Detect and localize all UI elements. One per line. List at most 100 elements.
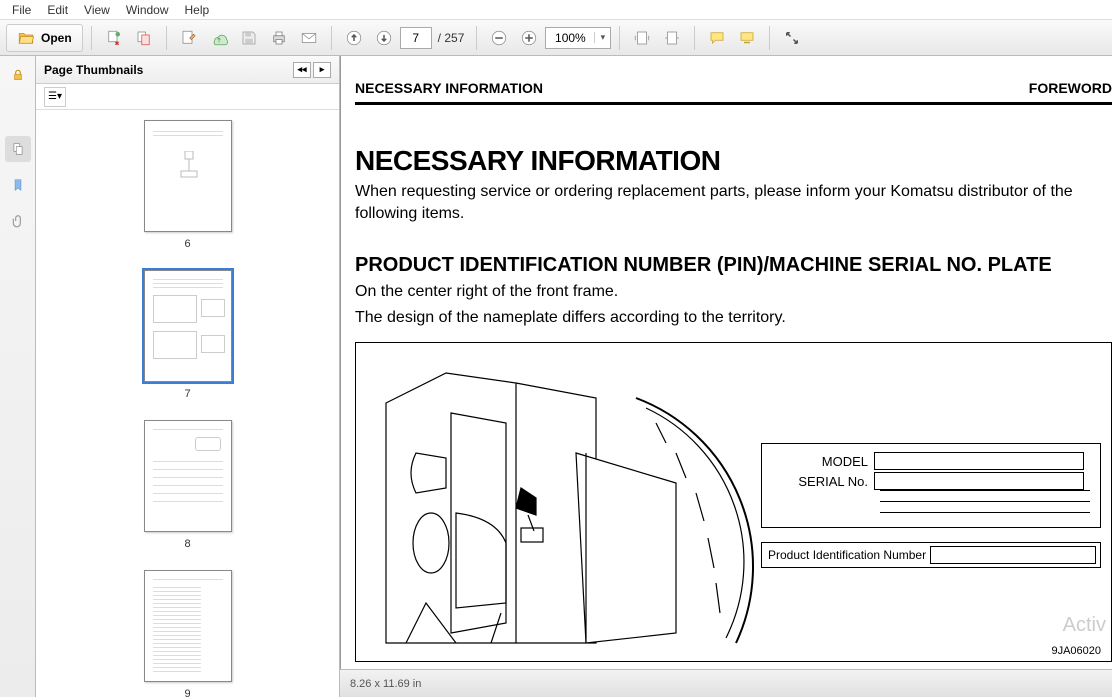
thumb-preview[interactable] [144,420,232,532]
thumb-graphic-icon [175,151,203,181]
share-button[interactable] [205,24,233,52]
sidebar-nav-next[interactable]: ▸ [313,62,331,78]
separator [91,26,92,50]
printer-icon [270,29,288,47]
page-view: NECESSARY INFORMATION FOREWORD NECESSARY… [340,56,1112,669]
attachments-panel-button[interactable] [5,208,31,234]
pages-icon [11,142,25,156]
edit-button[interactable] [175,24,203,52]
thumbnails-list[interactable]: 6 7 8 [36,110,339,697]
fit-page-icon [633,29,651,47]
bookmarks-panel-button[interactable] [5,172,31,198]
separator [769,26,770,50]
highlight-button[interactable] [733,24,761,52]
nameplate-model-field [874,452,1084,470]
main-area: Page Thumbnails ◂◂ ▸ ☰▾ 6 [0,56,1112,697]
open-label: Open [41,31,72,45]
watermark-text: Activ [1063,614,1106,637]
thumb-item[interactable]: 9 [36,570,339,697]
page-p1: On the center right of the front frame. [355,281,1112,303]
thumb-item[interactable]: 7 [36,270,339,400]
menu-file[interactable]: File [4,1,39,19]
fit-page-button[interactable] [628,24,656,52]
toolbar: Open / 257 ▾ [0,20,1112,56]
menu-edit[interactable]: Edit [39,1,76,19]
document-area[interactable]: NECESSARY INFORMATION FOREWORD NECESSARY… [340,56,1112,697]
page-p2: The design of the nameplate differs acco… [355,307,1112,329]
separator [476,26,477,50]
floppy-icon [240,29,258,47]
create-pdf-button[interactable] [100,24,128,52]
highlight-icon [738,29,756,47]
page-intro: When requesting service or ordering repl… [355,181,1112,224]
separator [694,26,695,50]
lock-icon [11,68,25,82]
separator [331,26,332,50]
page-up-button[interactable] [340,24,368,52]
minus-icon [490,29,508,47]
sidebar-nav-prev[interactable]: ◂◂ [293,62,311,78]
zoom-value-input[interactable] [546,31,594,45]
page-header-left: NECESSARY INFORMATION [355,80,543,96]
nameplate-serial-field [874,472,1084,490]
bookmark-icon [11,178,25,192]
separator [166,26,167,50]
page-down-button[interactable] [370,24,398,52]
nameplate-serial-label: SERIAL No. [780,474,874,489]
file-convert-icon [105,29,123,47]
thumb-number: 8 [184,538,190,550]
arrow-up-icon [345,29,363,47]
thumb-preview[interactable] [144,570,232,682]
folder-open-icon [17,29,35,47]
thumb-item[interactable]: 6 [36,120,339,250]
page-total-label: / 257 [434,31,469,45]
page-h1: NECESSARY INFORMATION [355,145,1112,177]
menu-help[interactable]: Help [177,1,218,19]
thumb-preview[interactable] [144,270,232,382]
sidebar-header: Page Thumbnails ◂◂ ▸ [36,56,339,84]
left-rail [0,56,36,697]
status-bar: 8.26 x 11.69 in [340,669,1112,697]
sidebar: Page Thumbnails ◂◂ ▸ ☰▾ 6 [36,56,340,697]
open-button[interactable]: Open [6,24,83,52]
machine-drawing-icon [356,343,756,663]
combine-button[interactable] [130,24,158,52]
lock-panel-button[interactable] [5,62,31,88]
nameplate: MODEL SERIAL No. Product Identification … [761,443,1101,568]
zoom-in-button[interactable] [515,24,543,52]
arrow-down-icon [375,29,393,47]
paperclip-icon [11,214,25,228]
figure-code: 9JA06020 [1051,645,1101,657]
thumb-preview[interactable] [144,120,232,232]
envelope-icon [300,29,318,47]
expand-icon [783,29,801,47]
menu-window[interactable]: Window [118,1,177,19]
read-mode-button[interactable] [778,24,806,52]
zoom-select[interactable]: ▾ [545,27,611,49]
plus-icon [520,29,538,47]
print-button[interactable] [265,24,293,52]
fit-width-button[interactable] [658,24,686,52]
figure-box: MODEL SERIAL No. Product Identification … [355,342,1112,662]
thumbnails-panel-button[interactable] [5,136,31,162]
file-combine-icon [135,29,153,47]
comment-button[interactable] [703,24,731,52]
email-button[interactable] [295,24,323,52]
sidebar-options-menu[interactable]: ☰▾ [44,87,66,107]
separator [619,26,620,50]
page-dimensions: 8.26 x 11.69 in [350,678,421,690]
zoom-out-button[interactable] [485,24,513,52]
menu-view[interactable]: View [76,1,118,19]
thumb-number: 7 [184,388,190,400]
nameplate-model-label: MODEL [780,454,874,469]
cloud-upload-icon [210,29,228,47]
thumb-number: 9 [184,688,190,697]
thumb-item[interactable]: 8 [36,420,339,550]
sidebar-options: ☰▾ [36,84,339,110]
page-number-input[interactable] [400,27,432,49]
fit-width-icon [663,29,681,47]
page-h2: PRODUCT IDENTIFICATION NUMBER (PIN)/MACH… [355,254,1112,277]
menu-bar: File Edit View Window Help [0,0,1112,20]
save-button[interactable] [235,24,263,52]
chevron-down-icon[interactable]: ▾ [594,32,610,43]
